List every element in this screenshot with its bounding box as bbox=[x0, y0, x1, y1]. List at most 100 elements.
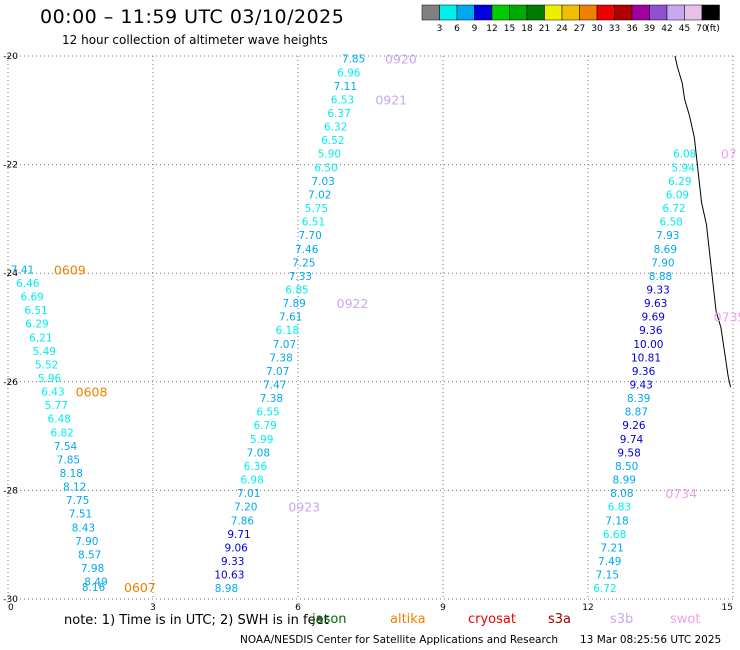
wave-height-value: 9.36 bbox=[632, 366, 656, 378]
wave-height-value: 7.33 bbox=[289, 271, 312, 283]
wave-height-value: 7.90 bbox=[651, 257, 674, 269]
satellite-cryosat: cryosat bbox=[468, 612, 516, 627]
legend-label: 30 bbox=[591, 24, 603, 34]
wave-height-value: 9.58 bbox=[617, 447, 640, 459]
coastline bbox=[674, 55, 732, 388]
wave-height-value: 7.25 bbox=[292, 257, 315, 269]
wave-height-value: 10.81 bbox=[631, 352, 661, 364]
wave-height-value: 6.46 bbox=[16, 278, 40, 290]
wave-height-value: 5.77 bbox=[45, 400, 68, 412]
wave-height-value: 6.48 bbox=[48, 414, 71, 426]
legend-label: 3 bbox=[437, 24, 443, 34]
wave-height-value: 6.58 bbox=[659, 217, 682, 229]
wave-height-value: 5.94 bbox=[672, 162, 696, 174]
wave-height-value: 8.12 bbox=[63, 482, 86, 494]
wave-height-value: 6.79 bbox=[253, 420, 276, 432]
wave-height-value: 6.50 bbox=[314, 162, 337, 174]
color-legend: 3 6 9 12 15 18 21 24 27 30 33 36 39 42 45 70(ft) bbox=[421, 4, 720, 34]
legend-label: 15 bbox=[504, 24, 515, 34]
y-tick-label: -24 bbox=[3, 269, 18, 279]
wave-height-value: 9.06 bbox=[224, 542, 248, 554]
wave-height-value: 6.51 bbox=[302, 217, 325, 229]
wave-height-value: 9.63 bbox=[644, 298, 667, 310]
wave-height-value: 6.53 bbox=[331, 94, 354, 106]
wave-height-value: 8.50 bbox=[615, 461, 638, 473]
wave-height-value: 6.18 bbox=[276, 325, 299, 337]
y-tick-label: -26 bbox=[3, 378, 18, 388]
legend-label: 9 bbox=[472, 24, 478, 34]
wave-height-value: 7.47 bbox=[263, 380, 286, 392]
legend-label: 39 bbox=[644, 24, 656, 34]
wave-height-value: 6.32 bbox=[324, 122, 347, 134]
pass-time-label: 0607 bbox=[124, 580, 156, 595]
wave-height-value: 7.02 bbox=[308, 189, 331, 201]
wave-height-value: 6.85 bbox=[285, 284, 308, 296]
wave-height-value: 6.43 bbox=[41, 387, 64, 399]
wave-height-value: 8.87 bbox=[625, 407, 648, 419]
pass-time-label: 0922 bbox=[337, 296, 369, 311]
wave-height-value: 6.29 bbox=[25, 319, 48, 331]
wave-height-value: 7.41 bbox=[11, 264, 34, 276]
wave-height-value: 9.71 bbox=[227, 529, 250, 541]
legend-swatch bbox=[701, 4, 720, 21]
y-tick-label: -22 bbox=[3, 161, 18, 171]
wave-height-value: 6.21 bbox=[29, 332, 52, 344]
wave-height-value: 5.96 bbox=[38, 373, 62, 385]
wave-height-value: 6.82 bbox=[50, 427, 73, 439]
wave-height-value: 9.33 bbox=[646, 284, 669, 296]
legend-label: 70 bbox=[696, 24, 708, 34]
wave-height-value: 7.01 bbox=[237, 488, 260, 500]
legend-label: 42 bbox=[661, 24, 672, 34]
wave-height-value: 6.52 bbox=[321, 135, 344, 147]
satellite-jason: jason bbox=[312, 612, 347, 627]
wave-height-value: 7.90 bbox=[75, 536, 98, 548]
wave-height-value: 7.03 bbox=[311, 176, 334, 188]
legend-unit: (ft) bbox=[706, 24, 720, 34]
wave-height-value: 7.54 bbox=[54, 441, 78, 453]
page-subtitle: 12 hour collection of altimeter wave hei… bbox=[62, 33, 328, 47]
pass-time-label: 0923 bbox=[288, 500, 320, 515]
x-tick-label: 3 bbox=[150, 603, 156, 612]
wave-height-value: 7.21 bbox=[600, 542, 623, 554]
legend-label: 24 bbox=[556, 24, 568, 34]
footer-note: note: 1) Time is in UTC; 2) SWH is in fe… bbox=[64, 613, 329, 628]
y-tick-label: -28 bbox=[3, 486, 18, 496]
page-title: 00:00 – 11:59 UTC 03/10/2025 bbox=[40, 6, 345, 28]
footer-credit: NOAA/NESDIS Center for Satellite Applica… bbox=[240, 634, 558, 646]
wave-height-value: 7.98 bbox=[81, 563, 104, 575]
wave-height-value: 6.98 bbox=[240, 475, 263, 487]
wave-height-value: 7.61 bbox=[279, 312, 302, 324]
x-tick-label: 12 bbox=[582, 603, 593, 612]
wave-height-value: 7.38 bbox=[260, 393, 283, 405]
wave-height-value: 8.99 bbox=[613, 475, 636, 487]
wave-height-value: 6.55 bbox=[256, 407, 279, 419]
wave-height-value: 6.36 bbox=[244, 461, 268, 473]
wave-height-value: 7.51 bbox=[69, 509, 92, 521]
wave-height-value: 9.26 bbox=[622, 420, 646, 432]
wave-height-value: 10.63 bbox=[214, 570, 244, 582]
x-tick-label: 6 bbox=[295, 603, 301, 612]
wave-height-value: 6.51 bbox=[24, 305, 47, 317]
wave-height-value: 6.96 bbox=[337, 67, 361, 79]
x-tick-label: 15 bbox=[722, 603, 733, 612]
wave-height-value: 6.72 bbox=[662, 203, 685, 215]
wave-height-value: 7.75 bbox=[66, 495, 89, 507]
wave-height-value: 5.52 bbox=[35, 359, 58, 371]
wave-height-value: 7.93 bbox=[656, 230, 679, 242]
satellite-swot: swot bbox=[670, 612, 701, 627]
wave-height-value: 8.16 bbox=[82, 582, 106, 594]
legend-label: 27 bbox=[574, 24, 585, 34]
legend-label: 6 bbox=[454, 24, 460, 34]
legend-label: 18 bbox=[521, 24, 533, 34]
wave-height-value: 6.29 bbox=[668, 176, 691, 188]
legend-label: 33 bbox=[609, 24, 620, 34]
wave-height-value: 7.18 bbox=[605, 515, 628, 527]
y-tick-label: -30 bbox=[3, 595, 18, 605]
wave-height-value: 7.86 bbox=[231, 515, 255, 527]
legend-label: 12 bbox=[486, 24, 497, 34]
wave-height-value: 9.69 bbox=[642, 312, 665, 324]
wave-height-value: 7.46 bbox=[295, 244, 319, 256]
wave-height-value: 6.68 bbox=[603, 529, 626, 541]
wave-height-value: 8.18 bbox=[60, 468, 83, 480]
